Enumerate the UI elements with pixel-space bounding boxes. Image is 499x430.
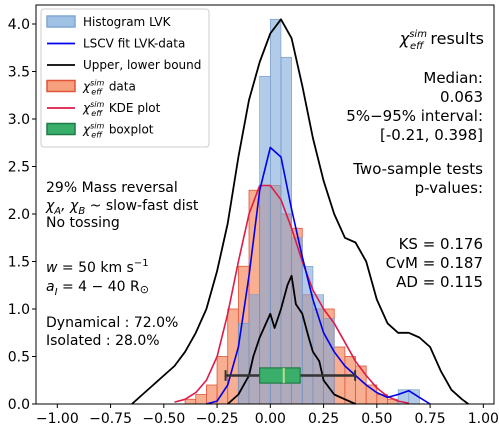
axes: −1.00 −0.75 −0.50 −0.25 0.00 0.25 0.50 0.75 1.00… xyxy=(8,4,499,427)
legend-box xyxy=(40,8,210,148)
x-tick-label: −0.25 xyxy=(196,411,239,427)
legend-swatch-hist_sim xyxy=(46,79,76,93)
tossing-text: No tossing xyxy=(46,215,120,231)
legend-label-box: χsim eff boxplot xyxy=(82,122,154,140)
interval-value: [-0.21, 0.398] xyxy=(380,126,483,144)
lower-bound-line xyxy=(227,274,356,405)
ad-value: AD = 0.115 xyxy=(396,273,483,291)
legend-swatch-box xyxy=(46,122,76,136)
y-tick-label: 1.0 xyxy=(8,302,30,318)
x-tick-label: 0.00 xyxy=(255,411,286,427)
y-tick-label: 1.5 xyxy=(8,255,30,271)
tests-sublabel: p-values: xyxy=(415,179,483,197)
median-label: Median: xyxy=(423,69,483,87)
x-tick-label: 0.25 xyxy=(308,411,339,427)
x-tick-label: 0.50 xyxy=(361,411,392,427)
sim-hist-bar xyxy=(355,365,367,405)
legend-label-lscv: LSCV fit LVK-data xyxy=(83,37,185,51)
sim-hist-bar xyxy=(184,398,197,405)
boxplot-box xyxy=(259,367,301,384)
y-tick-label: 2.5 xyxy=(8,160,30,176)
upper-bound-line xyxy=(131,18,469,405)
x-tick-label: 0.75 xyxy=(415,411,446,427)
isolated-fraction-text: Isolated : 28.0% xyxy=(46,333,160,349)
legend-label-kde_sim: χsim eff KDE plot xyxy=(82,100,161,118)
x-tick-label: −0.50 xyxy=(142,411,185,427)
x-tick-label: −1.00 xyxy=(36,411,79,427)
lvk-hist-bar xyxy=(280,56,292,405)
separation-text: aI = 4 − 40 R⊙ xyxy=(46,279,149,298)
median-value: 0.063 xyxy=(440,88,483,106)
interval-label: 5%−95% interval: xyxy=(346,107,483,125)
lscv-fit-line xyxy=(206,146,431,405)
legend-swatch-hist_lvk xyxy=(46,15,76,28)
results-title: χsim eff results xyxy=(399,29,484,52)
lvk-hist-bar xyxy=(270,18,282,405)
y-tick-label: 4.0 xyxy=(8,17,30,33)
y-tick-label: 3.0 xyxy=(8,112,30,128)
cvm-value: CvM = 0.187 xyxy=(386,254,483,272)
ks-value: KS = 0.176 xyxy=(399,235,483,253)
y-tick-label: 3.5 xyxy=(8,65,30,81)
lvk-hist-bar xyxy=(259,75,271,405)
y-tick-label: 0.0 xyxy=(8,397,30,413)
legend-label-hist_sim: χsim eff data xyxy=(82,79,136,97)
sim-hist-bar xyxy=(195,394,207,405)
legend-label-bounds: Upper, lower bound xyxy=(83,58,201,72)
y-tick-label: 0.5 xyxy=(8,350,30,366)
y-tick-label: 2.0 xyxy=(8,207,30,223)
results-annotation: χsim eff results Median: 0.063 5%−95% int… xyxy=(346,29,484,291)
kick-velocity-text: w = 50 km s−1 xyxy=(46,258,149,276)
sim-hist-bar xyxy=(344,356,356,405)
dynamical-fraction-text: Dynamical : 72.0% xyxy=(46,315,178,331)
spin-dist-text: χA, χB ~ slow-fast dist xyxy=(45,198,199,217)
lvk-hist-bar xyxy=(312,294,324,405)
legend-label-hist_lvk: Histogram LVK xyxy=(83,15,172,29)
x-tick-label: 1.00 xyxy=(468,411,499,427)
mass-reversal-text: 29% Mass reversal xyxy=(46,180,178,196)
sim-hist-bar xyxy=(227,308,239,405)
sim-kde-line xyxy=(174,184,409,404)
lvk-hist-bar xyxy=(248,294,260,405)
legend: Histogram LVK LSCV fit LVK-data Upper, low… xyxy=(40,8,210,148)
plot-frame xyxy=(35,4,495,405)
plot-area xyxy=(131,18,469,405)
x-tick-label: −0.75 xyxy=(89,411,132,427)
model-annotation: 29% Mass reversal χA, χB ~ slow-fast dis… xyxy=(45,180,199,349)
tests-label: Two-sample tests xyxy=(352,160,483,178)
